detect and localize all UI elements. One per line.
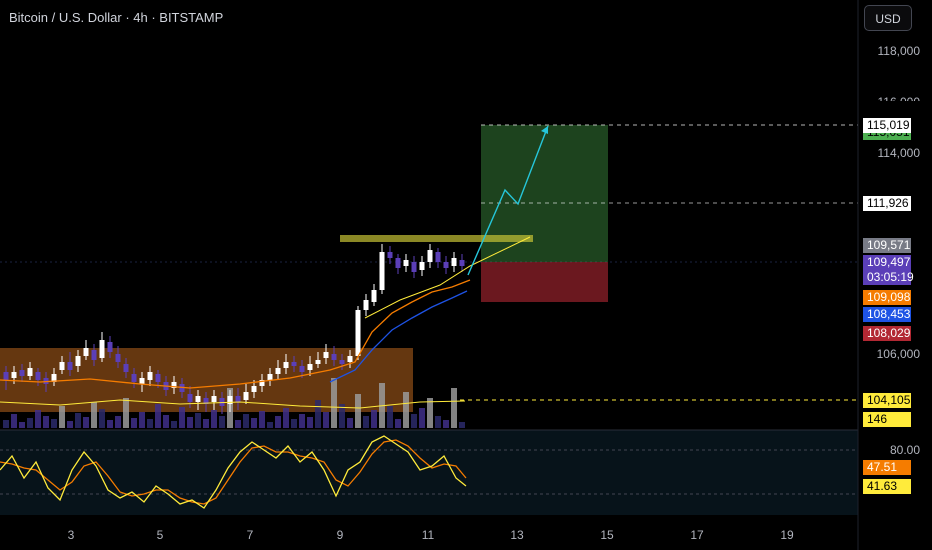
time-label: 17 bbox=[690, 528, 704, 542]
price-label-114000: 114,000 bbox=[877, 146, 921, 160]
stop-zone bbox=[481, 262, 608, 302]
stoch-k-badge: 41.63 bbox=[863, 479, 911, 494]
time-label: 11 bbox=[421, 528, 435, 542]
ema-fast-badge: 109,098 bbox=[863, 290, 911, 305]
stop-price-badge: 108,029 bbox=[863, 326, 911, 341]
resistance-zone bbox=[340, 235, 533, 242]
stoch-d-line bbox=[0, 439, 467, 505]
price-label-118000: 118,000 bbox=[877, 44, 921, 58]
ema-slow-line bbox=[329, 290, 468, 383]
currency-button[interactable]: USD bbox=[864, 5, 912, 31]
trendline bbox=[364, 236, 531, 319]
time-label: 15 bbox=[600, 528, 614, 542]
symbol-title[interactable]: Bitcoin / U.S. Dollar · 4h · BITSTAMP bbox=[9, 10, 224, 25]
projection-arrow bbox=[467, 125, 549, 276]
ema-fast-line bbox=[0, 279, 471, 389]
time-label: 5 bbox=[156, 528, 164, 542]
candlesticks bbox=[3, 244, 465, 414]
time-label: 7 bbox=[246, 528, 254, 542]
stoch-k-line bbox=[0, 435, 467, 509]
countdown-badge: 03:05:19 bbox=[863, 270, 914, 285]
price-label-116000: 116,000 bbox=[878, 95, 921, 101]
last-price-badge: 109,497 bbox=[863, 255, 911, 270]
arrow-head-icon bbox=[541, 126, 548, 134]
time-label: 13 bbox=[510, 528, 524, 542]
level-111926-badge: 111,926 bbox=[863, 196, 911, 211]
stoch-label-80: 80.00 bbox=[889, 443, 920, 457]
time-label: 9 bbox=[336, 528, 344, 542]
stoch-d-badge: 47.51 bbox=[863, 460, 911, 475]
stoch-panel bbox=[0, 430, 858, 515]
volume-bars bbox=[3, 378, 465, 428]
level-price-badge: 115,019 bbox=[863, 118, 911, 133]
high-price-badge: 109,571 bbox=[863, 238, 911, 253]
volume-ma-badge: 104,105 bbox=[863, 393, 911, 408]
price-label-106000: 106,000 bbox=[876, 347, 920, 361]
ema-slow-badge: 108,453 bbox=[863, 307, 911, 322]
volume-badge: 146 bbox=[863, 412, 911, 427]
volume-ma-line bbox=[0, 399, 466, 409]
time-label: 19 bbox=[780, 528, 794, 542]
time-label: 3 bbox=[67, 528, 75, 542]
